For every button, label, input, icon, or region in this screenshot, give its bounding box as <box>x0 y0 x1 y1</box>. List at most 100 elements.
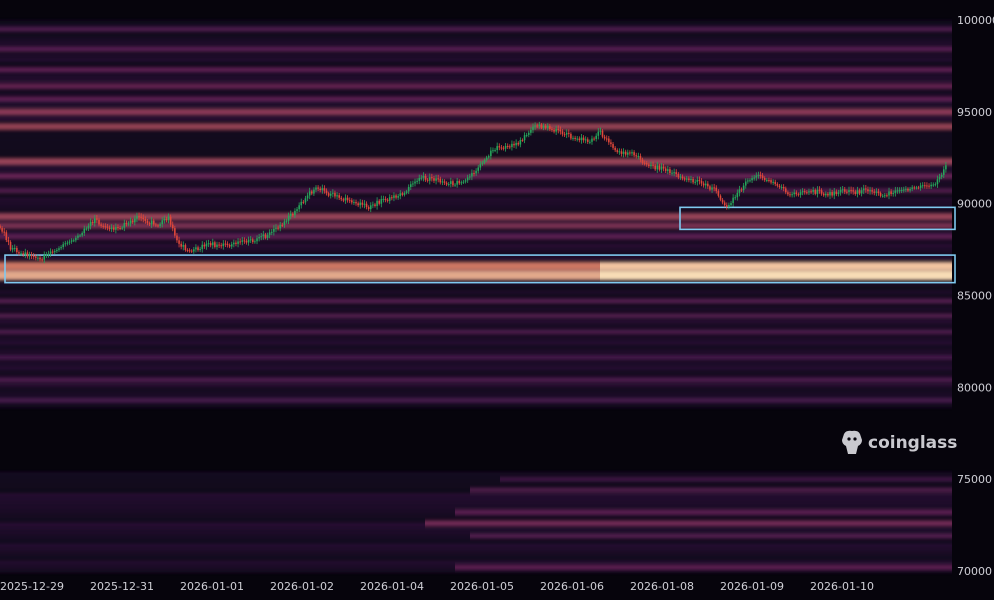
liquidity-texture-line <box>0 117 952 121</box>
price-candle <box>298 205 300 210</box>
price-candle <box>738 189 741 193</box>
price-candle <box>466 177 469 181</box>
price-candle <box>428 177 431 181</box>
price-candle <box>921 185 924 187</box>
price-candle <box>260 236 263 238</box>
liquidity-texture-line <box>0 58 952 62</box>
price-candle <box>932 184 935 186</box>
price-candle <box>174 228 176 236</box>
price-candle <box>692 178 694 183</box>
price-candle <box>597 131 600 136</box>
price-candle <box>292 213 294 216</box>
liquidity-texture-line <box>0 142 952 146</box>
price-candle <box>220 245 222 247</box>
liquidity-texture-line <box>0 514 952 518</box>
price-candle <box>477 167 480 171</box>
price-candle <box>740 189 743 191</box>
price-candle <box>403 192 406 195</box>
watermark-text: coinglass <box>868 433 957 453</box>
price-candle <box>222 243 225 247</box>
price-candle <box>618 151 621 153</box>
price-candle <box>353 202 355 204</box>
price-candle <box>549 126 551 129</box>
price-candle <box>565 132 568 135</box>
liquidity-texture-line <box>0 501 952 505</box>
price-candle <box>245 240 248 243</box>
price-candle <box>315 187 317 190</box>
price-candle <box>388 197 391 201</box>
liquidity-texture-line <box>0 92 952 96</box>
coinglass-watermark: coinglass <box>842 430 957 454</box>
price-candle <box>525 134 528 136</box>
price-candle <box>13 247 16 249</box>
liquidity-texture-line <box>0 185 952 189</box>
price-candle <box>879 193 882 196</box>
price-candle <box>551 128 553 130</box>
liquidity-band-peak <box>600 262 952 271</box>
liquidity-band <box>0 262 952 271</box>
price-candle <box>247 239 250 243</box>
price-candle <box>207 243 210 245</box>
price-candle <box>66 242 69 244</box>
price-candle <box>589 141 591 143</box>
price-candle <box>483 160 486 163</box>
price-candle <box>447 183 450 185</box>
price-candle <box>369 205 372 210</box>
price-candle <box>382 198 385 200</box>
liquidity-texture-line <box>0 307 952 311</box>
price-candle <box>150 220 153 225</box>
price-candle <box>620 151 623 154</box>
liquidity-texture-line <box>0 201 952 205</box>
price-candle <box>414 181 416 184</box>
price-candle <box>643 162 646 164</box>
price-candle <box>696 180 699 182</box>
liquidity-texture-line <box>0 248 952 252</box>
price-candle <box>344 197 347 201</box>
price-candle <box>450 181 452 184</box>
price-candle <box>856 190 859 194</box>
price-candle <box>485 157 488 161</box>
price-candle <box>285 220 288 222</box>
price-candle <box>599 130 602 132</box>
price-candle <box>795 192 798 195</box>
liquidity-texture-line <box>0 155 952 159</box>
price-candle <box>418 177 421 181</box>
price-candle <box>656 165 659 170</box>
price-candle <box>144 219 147 222</box>
price-candle <box>355 202 357 204</box>
coinglass-logo-icon <box>842 430 862 454</box>
price-candle <box>0 225 1 229</box>
price-candle <box>7 240 10 242</box>
price-candle <box>700 180 703 184</box>
price-candle <box>812 189 814 192</box>
liquidity-texture-line <box>0 341 952 345</box>
liquidity-texture-line <box>0 75 952 79</box>
liquidity-texture-line <box>0 362 952 366</box>
price-candle <box>487 156 490 158</box>
price-candle <box>848 190 850 192</box>
price-candle <box>334 192 336 197</box>
liquidity-band <box>0 46 952 52</box>
liquidity-texture-line <box>0 506 952 510</box>
price-candle <box>833 191 836 196</box>
price-candle <box>41 259 43 261</box>
price-candle <box>530 129 532 133</box>
liquidity-texture-line <box>0 244 952 248</box>
price-candle <box>542 125 545 128</box>
price-candle <box>361 202 364 205</box>
price-candle <box>106 226 109 228</box>
x-tick-label: 2025-12-29 <box>0 580 64 593</box>
price-candle <box>319 188 322 191</box>
price-candle <box>148 223 151 225</box>
price-candle <box>877 191 880 194</box>
price-candle <box>372 204 374 206</box>
x-tick-label: 2026-01-02 <box>270 580 334 593</box>
price-candle <box>776 184 779 186</box>
price-candle <box>574 137 576 139</box>
price-candle <box>426 179 429 181</box>
price-candle <box>494 150 496 152</box>
liquidity-texture-line <box>0 193 952 197</box>
price-candle <box>152 220 155 225</box>
price-candle <box>753 177 755 179</box>
price-candle <box>509 146 511 148</box>
